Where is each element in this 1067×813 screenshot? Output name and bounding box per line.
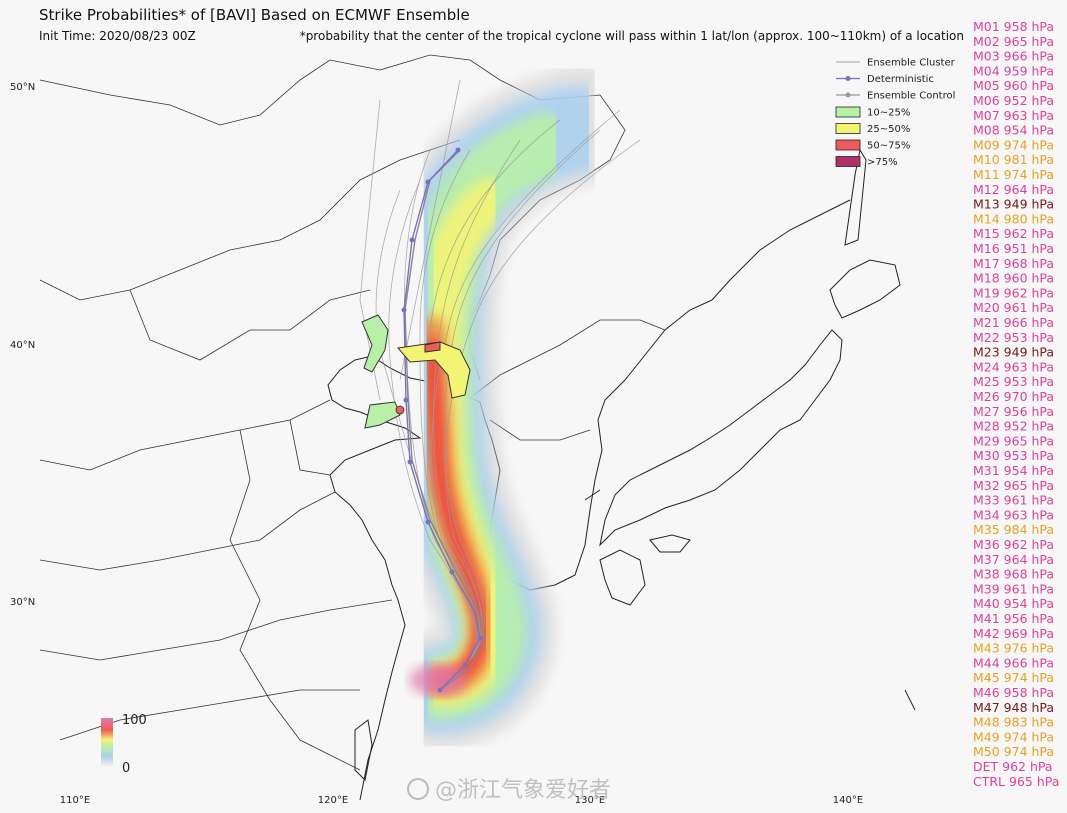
legend-label: 10~25%	[867, 108, 910, 119]
member-entry: M47 948 hPa	[973, 700, 1054, 715]
member-entry: M25 953 hPa	[973, 374, 1054, 389]
legend-label: Ensemble Cluster	[867, 58, 956, 69]
member-entry: M11 974 hPa	[973, 167, 1054, 182]
member-entry: M17 968 hPa	[973, 256, 1054, 271]
member-entry: M27 956 hPa	[973, 404, 1054, 419]
member-entry: DET 962 hPa	[973, 759, 1053, 774]
ensemble-tracks	[359, 79, 641, 693]
lat-label: 50°N	[10, 82, 35, 93]
member-entry: M43 976 hPa	[973, 641, 1054, 656]
member-entry: CTRL 965 hPa	[973, 774, 1059, 789]
member-entry: M12 964 hPa	[973, 182, 1054, 197]
lat-label: 30°N	[10, 597, 35, 608]
legend-label: 50~75%	[867, 141, 910, 152]
colorbar-max: 100	[122, 713, 147, 728]
member-entry: M32 965 hPa	[973, 478, 1054, 493]
member-entry: M34 963 hPa	[973, 507, 1054, 522]
member-entry: M39 961 hPa	[973, 581, 1054, 596]
legend-swatch	[835, 139, 861, 151]
legend: Ensemble Cluster Deterministic Ensemble Co…	[835, 58, 956, 168]
member-entry: M35 984 hPa	[973, 522, 1054, 537]
member-entry: M01 958 hPa	[973, 19, 1054, 34]
member-entry: M48 983 hPa	[973, 715, 1054, 730]
member-entry: M06 952 hPa	[973, 93, 1054, 108]
colorbar-min: 0	[122, 761, 130, 776]
member-entry: M44 966 hPa	[973, 655, 1054, 670]
legend-label: Ensemble Control	[867, 91, 955, 102]
member-entry: M02 965 hPa	[973, 34, 1054, 49]
member-entry: M40 954 hPa	[973, 596, 1054, 611]
member-entry: M07 963 hPa	[973, 108, 1054, 123]
lon-label: 110°E	[60, 795, 90, 806]
member-entry: M31 954 hPa	[973, 463, 1054, 478]
member-entry: M38 968 hPa	[973, 567, 1054, 582]
probability-swath	[377, 65, 640, 750]
member-entry: M03 966 hPa	[973, 49, 1054, 64]
member-entry: M10 981 hPa	[973, 152, 1054, 167]
member-entry: M16 951 hPa	[973, 241, 1054, 256]
title: Strike Probabilities* of [BAVI] Based on…	[39, 6, 470, 24]
member-entry: M14 980 hPa	[973, 211, 1054, 226]
land-probability	[361, 314, 471, 429]
legend-swatch	[835, 156, 861, 167]
lon-label: 130°E	[575, 795, 605, 806]
member-entry: M28 952 hPa	[973, 419, 1054, 434]
member-entry: M15 962 hPa	[973, 226, 1054, 241]
member-entry: M50 974 hPa	[973, 744, 1054, 759]
member-entry: M08 954 hPa	[973, 123, 1054, 138]
borders	[39, 54, 666, 771]
member-entry: M49 974 hPa	[973, 729, 1054, 744]
watermark-icon	[407, 778, 429, 800]
member-entry: M20 961 hPa	[973, 300, 1054, 315]
member-entry: M36 962 hPa	[973, 537, 1054, 552]
legend-label: >75%	[867, 157, 898, 168]
colorbar	[101, 718, 113, 766]
member-entry: M26 970 hPa	[973, 389, 1054, 404]
member-entry: M09 974 hPa	[973, 137, 1054, 152]
note: *probability that the center of the trop…	[300, 29, 964, 43]
member-entry: M04 959 hPa	[973, 63, 1054, 78]
legend-label: 25~50%	[867, 124, 910, 135]
member-entry: M37 964 hPa	[973, 552, 1054, 567]
init-time: Init Time: 2020/08/23 00Z	[39, 29, 196, 43]
member-entry: M22 953 hPa	[973, 330, 1054, 345]
member-entry: M05 960 hPa	[973, 78, 1054, 93]
member-entry: M30 953 hPa	[973, 448, 1054, 463]
member-entry: M24 963 hPa	[973, 359, 1054, 374]
member-entry: M23 949 hPa	[973, 345, 1054, 360]
member-entry: M19 962 hPa	[973, 285, 1054, 300]
member-entry: M18 960 hPa	[973, 271, 1054, 286]
member-entry: M13 949 hPa	[973, 197, 1054, 212]
member-entry: M29 965 hPa	[973, 433, 1054, 448]
watermark: @浙江气象爱好者	[435, 778, 611, 803]
member-entry: M45 974 hPa	[973, 670, 1054, 685]
lat-label: 40°N	[10, 340, 35, 351]
member-entry: M21 966 hPa	[973, 315, 1054, 330]
legend-swatch	[835, 106, 861, 118]
member-entry: M33 961 hPa	[973, 493, 1054, 508]
legend-marker	[845, 92, 851, 98]
lon-label: 120°E	[318, 795, 348, 806]
member-entry: M41 956 hPa	[973, 611, 1054, 626]
legend-label: Deterministic	[867, 74, 934, 85]
legend-marker	[845, 76, 851, 81]
lon-label: 140°E	[833, 795, 863, 806]
legend-swatch	[835, 123, 861, 134]
member-entry: M42 969 hPa	[973, 626, 1054, 641]
member-entry: M46 958 hPa	[973, 685, 1054, 700]
